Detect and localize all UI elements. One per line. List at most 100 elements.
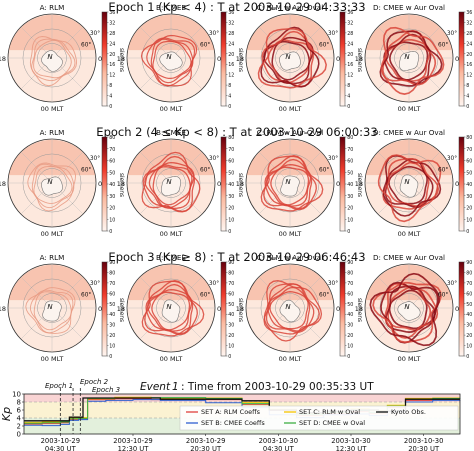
colorbar-tick-label: 8 xyxy=(228,83,231,89)
colorbar-tick-label: 30 xyxy=(109,323,115,329)
colorbar-tick-label: 16 xyxy=(228,62,234,68)
epoch-3-title: Epoch 3 (Kp ≥ 8) : T at 2003-10-29 06:46… xyxy=(108,250,365,264)
colorbar-tick-label: 0 xyxy=(109,104,112,110)
conductance-contour xyxy=(141,280,205,337)
x-tick-label-time: 04:30 UT xyxy=(45,445,77,451)
mlt-18-label: 18 xyxy=(117,305,125,313)
y-tick-label: 2 xyxy=(17,423,21,431)
lat-30-label: 30° xyxy=(328,156,338,162)
mlt-00-label: 00 MLT xyxy=(279,355,302,363)
colorbar-tick-label: 90 xyxy=(109,260,115,266)
pole-label: N xyxy=(47,53,53,61)
colorbar-tick-label: 36 xyxy=(228,10,234,16)
colorbar xyxy=(101,136,108,232)
meridian-line xyxy=(408,151,441,184)
pole-label: N xyxy=(47,303,53,311)
x-tick-label-time: 20:30 UT xyxy=(408,445,440,451)
y-tick-label: 8 xyxy=(17,399,21,407)
colorbar-tick-label: 50 xyxy=(109,170,115,176)
mlt-00-label: 00 MLT xyxy=(41,230,64,238)
conductance-contour xyxy=(267,39,312,84)
colorbar-tick-label: 0 xyxy=(109,354,112,360)
conductance-contour xyxy=(380,281,439,344)
conductance-contour xyxy=(389,41,429,81)
conductance-contour xyxy=(148,164,193,209)
mlt-18-label: 18 xyxy=(0,305,6,313)
pole-label: N xyxy=(404,178,410,186)
lat-60-label: 60° xyxy=(200,43,210,49)
polar-cap xyxy=(161,299,181,323)
x-tick-label-time: 04:30 UT xyxy=(263,445,295,451)
pole-label: N xyxy=(166,53,172,61)
mlt-00-label: 00 MLT xyxy=(279,230,302,238)
colorbar-tick-label: 10 xyxy=(466,344,472,350)
colorbar-tick-label: 50 xyxy=(466,302,472,308)
conductance-contour xyxy=(269,291,309,330)
pole-label: N xyxy=(285,303,291,311)
colorbar-tick-label: 40 xyxy=(466,182,472,188)
panel-title: D: CMEE w Aur Oval xyxy=(373,128,445,137)
colorbar-tick-label: 16 xyxy=(347,62,353,68)
conductance-contour xyxy=(377,154,442,223)
colorbar-tick-label: 80 xyxy=(228,135,234,141)
mlt-00-label: 00 MLT xyxy=(160,105,183,113)
colorbar-tick-label: 80 xyxy=(347,270,353,276)
polar-panel-2-1: A: RLM180600 MLTN60°30°01020304050607080… xyxy=(0,128,124,238)
colorbar-tick-label: 70 xyxy=(466,147,472,153)
mlt-00-label: 00 MLT xyxy=(398,105,421,113)
conductance-contour xyxy=(25,287,76,334)
panel-title: A: RLM xyxy=(40,3,65,12)
y-tick-label: 4 xyxy=(17,415,22,423)
mlt-00-label: 00 MLT xyxy=(398,355,421,363)
mlt-18-label: 18 xyxy=(236,180,244,188)
x-tick-label-date: 2003-10-30 xyxy=(259,437,299,445)
colorbar-tick-label: 28 xyxy=(109,31,115,37)
colorbar-tick-label: 80 xyxy=(466,270,472,276)
conductance-contour xyxy=(141,151,201,213)
pole-label: N xyxy=(166,178,172,186)
colorbar-tick-label: 60 xyxy=(347,291,353,297)
polar-cap xyxy=(42,300,62,322)
lat-60-label: 60° xyxy=(200,168,210,174)
colorbar-tick-label: 0 xyxy=(228,104,231,110)
legend-label: SET C: RLM w Oval xyxy=(299,408,360,416)
lat-30-label: 30° xyxy=(209,31,219,37)
timeline-frame xyxy=(23,393,461,435)
polar-panel-3-4: D: CMEE w Aur Oval180600 MLTN60°30°01020… xyxy=(355,253,473,363)
timeline-legend: SET A: RLM Coeffs SET C: RLM w Oval Kyoto … xyxy=(179,405,459,431)
colorbar-tick-label: 60 xyxy=(109,291,115,297)
colorbar-tick-label: 4 xyxy=(109,94,112,100)
mlt-18-label: 18 xyxy=(355,305,363,313)
colorbar-tick-label: 12 xyxy=(109,73,115,79)
polar-cap xyxy=(279,299,301,323)
meridian-line xyxy=(408,276,441,309)
colorbar-tick-label: 60 xyxy=(466,159,472,165)
timeline-title-prefix: Event xyxy=(140,381,171,393)
colorbar-tick-label: 40 xyxy=(347,312,353,318)
colorbar-tick-label: 10 xyxy=(228,217,234,223)
colorbar-tick-label: 10 xyxy=(466,217,472,223)
polar-panel-3-1: A: RLM180600 MLTN60°30°01020304050607080… xyxy=(0,253,124,363)
panel-title: C: RLM w Aur Oval xyxy=(257,3,323,12)
panel-title: C: RLM w Aur Oval xyxy=(257,128,323,137)
conductance-contour xyxy=(146,37,196,87)
conductance-contour xyxy=(372,281,442,343)
lat-60-label: 60° xyxy=(81,168,91,174)
lat-60-label: 60° xyxy=(319,293,329,299)
epoch-2-label: Epoch 2 xyxy=(80,378,109,386)
polar-cap xyxy=(279,51,301,71)
conductance-contour xyxy=(260,155,324,212)
conductance-contour xyxy=(27,162,76,212)
legend-label: SET A: RLM Coeffs xyxy=(201,408,261,416)
mlt-18-label: 18 xyxy=(0,180,6,188)
x-tick-label-date: 2003-10-29 xyxy=(41,437,81,445)
colorbar-tick-label: 0 xyxy=(347,104,350,110)
colorbar-tick-label: 36 xyxy=(466,10,472,16)
colorbar xyxy=(220,11,227,107)
polar-panel-3-2: B: CMEE180600 MLTN60°30°0102030405060708… xyxy=(117,253,243,363)
colorbar-tick-label: 16 xyxy=(466,62,472,68)
panel-title: B: CMEE xyxy=(156,128,186,137)
colorbar-tick-label: 16 xyxy=(109,62,115,68)
colorbar-tick-label: 0 xyxy=(466,229,469,235)
polar-panel-1-3: C: RLM w Aur Oval180600 MLTN60°30°048121… xyxy=(236,3,362,113)
